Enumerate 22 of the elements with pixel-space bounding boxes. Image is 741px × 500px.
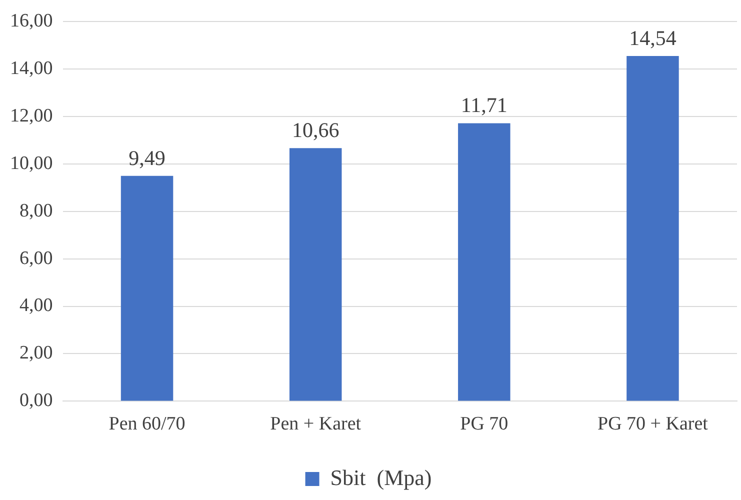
- data-label: 10,66: [292, 118, 340, 142]
- y-tick-label: 8,00: [20, 200, 53, 222]
- y-tick-label: 0,00: [20, 390, 53, 412]
- x-tick-label: Pen 60/70: [108, 414, 186, 435]
- y-tick-label: 12,00: [10, 105, 53, 126]
- x-tick-label: Pen + Karet: [270, 414, 362, 435]
- data-label: 14,54: [629, 26, 677, 50]
- legend-label: Sbit (Mpa): [330, 464, 432, 490]
- y-tick-label: 14,00: [10, 58, 53, 79]
- bar: [120, 176, 174, 401]
- data-label: 11,71: [460, 93, 508, 118]
- data-label: 9,49: [128, 146, 166, 170]
- y-tick-label: 2,00: [20, 342, 53, 364]
- x-tick-label: PG 70: [460, 414, 508, 435]
- bar: [626, 56, 679, 401]
- y-tick-label: 6,00: [20, 248, 53, 269]
- bar: [458, 123, 510, 401]
- bar: [289, 148, 342, 401]
- y-tick-label: 4,00: [20, 295, 53, 316]
- y-tick-label: 16,00: [10, 10, 53, 32]
- y-tick-label: 10,00: [10, 152, 53, 174]
- x-tick-label: PG 70 + Karet: [597, 414, 709, 435]
